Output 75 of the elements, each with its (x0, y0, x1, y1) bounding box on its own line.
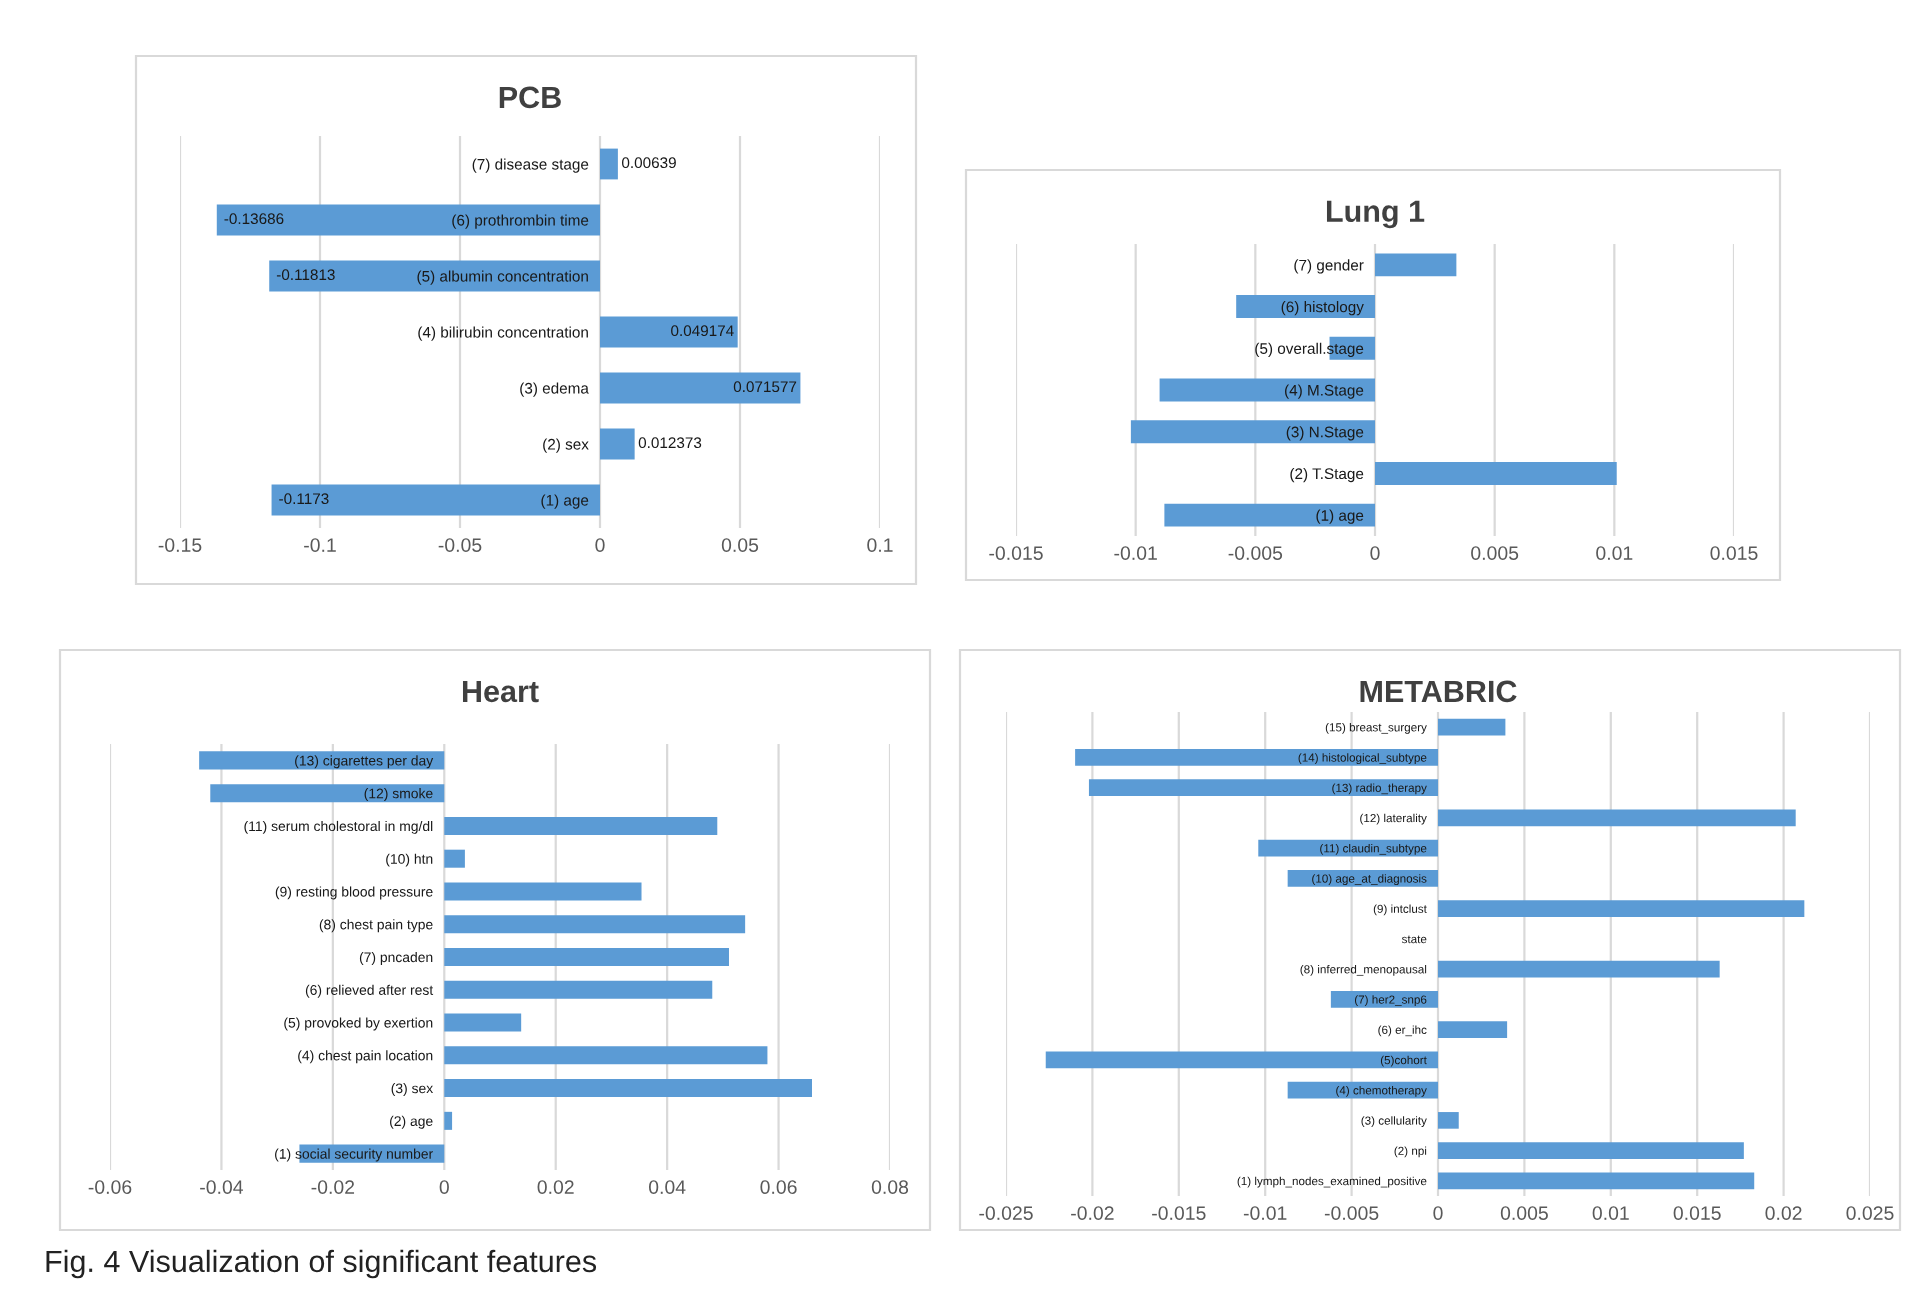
bar (600, 148, 618, 180)
x-tick-label: -0.02 (311, 1180, 355, 1194)
x-tick-label: 0.08 (871, 1180, 909, 1194)
bar (1164, 503, 1375, 527)
bar (1236, 295, 1375, 319)
x-tick-label: 0 (439, 1180, 449, 1194)
x-tick-label: -0.005 (1228, 546, 1283, 560)
bar (1130, 420, 1375, 444)
bar (444, 849, 465, 868)
bar (269, 260, 600, 292)
x-tick-label: 0.015 (1673, 1206, 1721, 1220)
bar (1075, 749, 1438, 766)
bar (1375, 253, 1457, 277)
bar (1438, 1021, 1508, 1038)
bar (199, 751, 445, 770)
bar (216, 204, 600, 236)
bar (600, 428, 635, 460)
x-tick-label: 0.005 (1500, 1206, 1548, 1220)
x-tick-label: 0.1 (867, 538, 893, 552)
x-tick-label: -0.02 (1071, 1206, 1114, 1220)
bar (444, 1046, 768, 1065)
bar (444, 915, 746, 934)
x-tick-label: 0.01 (1592, 1206, 1629, 1220)
bar (444, 1111, 453, 1130)
bar (210, 784, 445, 803)
bar (444, 1079, 812, 1098)
x-tick-label: 0.05 (721, 538, 759, 552)
x-tick-label: 0.025 (1846, 1206, 1894, 1220)
x-tick-label: -0.025 (979, 1206, 1033, 1220)
x-tick-label: 0.01 (1596, 546, 1633, 560)
x-tick-label: 0.005 (1471, 546, 1519, 560)
bar (1438, 1172, 1755, 1190)
x-tick-label: 0.015 (1710, 546, 1758, 560)
x-tick-label: -0.01 (1114, 546, 1157, 560)
chart-title: PCB (499, 86, 561, 109)
x-tick-label: 0 (1370, 546, 1380, 560)
x-tick-label: -0.05 (438, 538, 482, 552)
bar (444, 980, 713, 999)
bar (444, 882, 642, 901)
bar (1438, 718, 1506, 736)
bar (1045, 1051, 1438, 1069)
x-tick-label: -0.015 (1152, 1206, 1206, 1220)
bar (1375, 461, 1617, 485)
x-tick-label: 0 (595, 538, 605, 552)
bar (444, 1013, 522, 1032)
chart-title: Heart (462, 680, 539, 703)
x-tick-label: 0.02 (537, 1180, 574, 1194)
x-tick-label: 0.04 (648, 1180, 686, 1194)
bar (1159, 378, 1375, 402)
bar (1438, 1112, 1459, 1129)
x-tick-label: 0.06 (760, 1180, 797, 1194)
x-tick-label: -0.1 (304, 538, 336, 552)
bar (444, 816, 718, 835)
x-tick-label: 0.02 (1765, 1206, 1802, 1220)
x-tick-label: -0.01 (1243, 1206, 1287, 1220)
x-tick-label: -0.005 (1324, 1206, 1379, 1220)
bar (600, 372, 801, 404)
x-tick-label: -0.015 (989, 546, 1043, 560)
bar (1330, 991, 1438, 1008)
bar (1438, 960, 1720, 978)
bar (1088, 779, 1438, 796)
chart-title: METABRIC (1360, 680, 1517, 703)
bar (1438, 1142, 1744, 1159)
x-tick-label: 0 (1433, 1206, 1443, 1220)
x-tick-label: -0.15 (158, 538, 202, 552)
bar (271, 484, 600, 516)
x-tick-label: -0.04 (200, 1180, 244, 1194)
caption: Fig. 4 Visualization of significant features (46, 1249, 597, 1279)
bar (1287, 870, 1438, 887)
bar (1438, 900, 1805, 917)
bar (600, 316, 738, 348)
x-tick-label: -0.06 (88, 1180, 132, 1194)
bar (444, 947, 729, 967)
chart-title: Lung 1 (1326, 200, 1425, 229)
bar (1438, 809, 1796, 827)
